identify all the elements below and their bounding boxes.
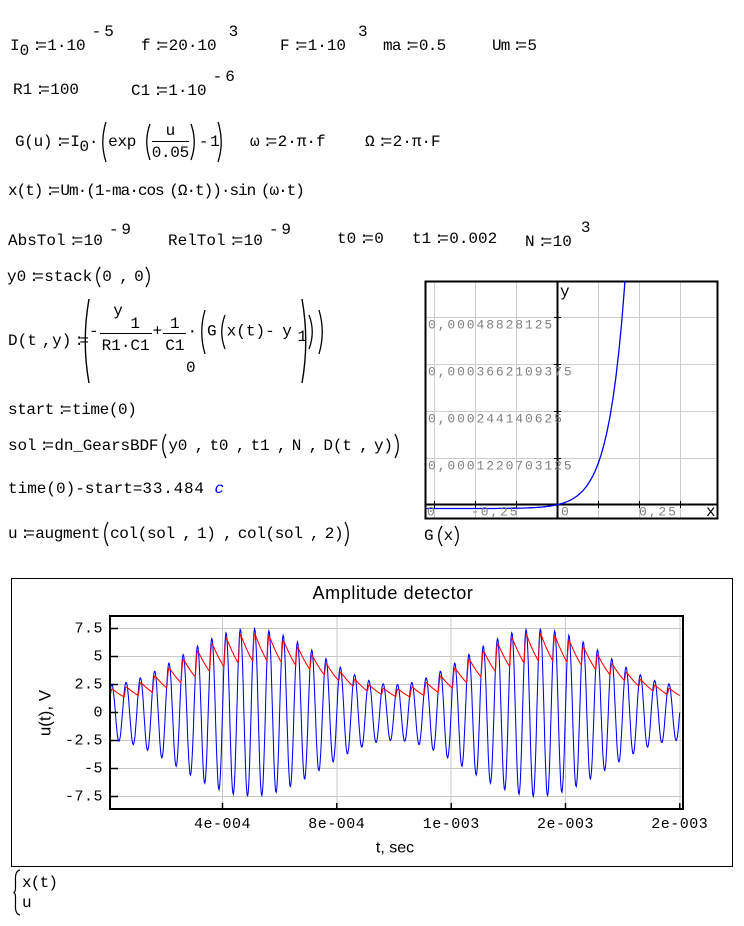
svg-text:0: 0 bbox=[561, 505, 571, 520]
svg-text:-5: -5 bbox=[84, 761, 103, 778]
svg-text:0: 0 bbox=[427, 505, 437, 520]
svg-text:7.5: 7.5 bbox=[74, 621, 103, 638]
svg-text:8e-004: 8e-004 bbox=[308, 816, 365, 833]
svg-text:2e-003: 2e-003 bbox=[651, 816, 708, 833]
svg-text:0,0003662109375: 0,0003662109375 bbox=[428, 365, 574, 380]
svg-text:0,000244140625: 0,000244140625 bbox=[428, 412, 564, 427]
svg-text:-7.5: -7.5 bbox=[65, 789, 103, 806]
svg-text:5: 5 bbox=[93, 649, 103, 666]
svg-text:1e-003: 1e-003 bbox=[423, 816, 480, 833]
svg-text:2e-003: 2e-003 bbox=[537, 816, 594, 833]
svg-text:-2.5: -2.5 bbox=[65, 733, 103, 750]
svg-text:x: x bbox=[706, 503, 716, 521]
svg-text:0: 0 bbox=[93, 705, 103, 722]
svg-text:2.5: 2.5 bbox=[74, 677, 103, 694]
svg-text:Amplitude detector: Amplitude detector bbox=[313, 583, 474, 603]
svg-text:0,0001220703125: 0,0001220703125 bbox=[428, 459, 574, 474]
svg-text:0,00048828125: 0,00048828125 bbox=[428, 318, 554, 333]
svg-text:t, sec: t, sec bbox=[376, 840, 414, 857]
svg-text:u(t), V: u(t), V bbox=[36, 689, 55, 736]
svg-text:-0,25: -0,25 bbox=[471, 505, 520, 520]
svg-text:y: y bbox=[560, 283, 570, 301]
svg-text:4e-004: 4e-004 bbox=[194, 816, 251, 833]
svg-text:0,25: 0,25 bbox=[639, 505, 678, 520]
